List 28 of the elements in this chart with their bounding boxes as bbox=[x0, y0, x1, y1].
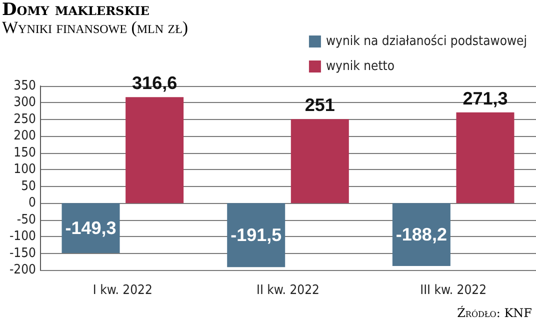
bar bbox=[227, 203, 286, 268]
legend-label: wynik netto bbox=[326, 59, 395, 74]
data-label: -188,2 bbox=[396, 224, 447, 245]
x-tick-label: II kw. 2022 bbox=[256, 283, 320, 298]
bar bbox=[126, 97, 184, 204]
x-tick-label: III kw. 2022 bbox=[420, 283, 487, 298]
y-tick-label: 200 bbox=[14, 128, 36, 144]
data-label: -149,3 bbox=[65, 218, 116, 238]
legend-label: wynik na działaności podstawowej bbox=[326, 34, 528, 49]
x-tick-label: I kw. 2022 bbox=[92, 283, 152, 298]
y-tick-label: 250 bbox=[14, 112, 36, 127]
bar bbox=[392, 203, 450, 266]
data-label: -191,5 bbox=[230, 225, 282, 246]
bar bbox=[456, 112, 514, 204]
y-tick-label: 50 bbox=[21, 178, 36, 194]
y-tick-label: 300 bbox=[14, 95, 36, 110]
y-tick-label: -50 bbox=[16, 212, 36, 228]
y-tick-label: -100 bbox=[9, 229, 36, 244]
bar bbox=[290, 119, 349, 204]
y-tick-label: -150 bbox=[9, 246, 36, 261]
y-tick-label: 350 bbox=[14, 78, 36, 94]
y-tick-label: 100 bbox=[14, 162, 36, 178]
chart-subtitle: Wyniki finansowe (mln zł) bbox=[2, 18, 188, 38]
text: Źródło: KNF bbox=[457, 306, 532, 320]
y-tick-label: 150 bbox=[14, 145, 36, 160]
chart-title: Domy maklerskie bbox=[2, 0, 150, 20]
y-tick-label: 0 bbox=[28, 196, 36, 211]
y-tick-label: -200 bbox=[9, 262, 36, 278]
